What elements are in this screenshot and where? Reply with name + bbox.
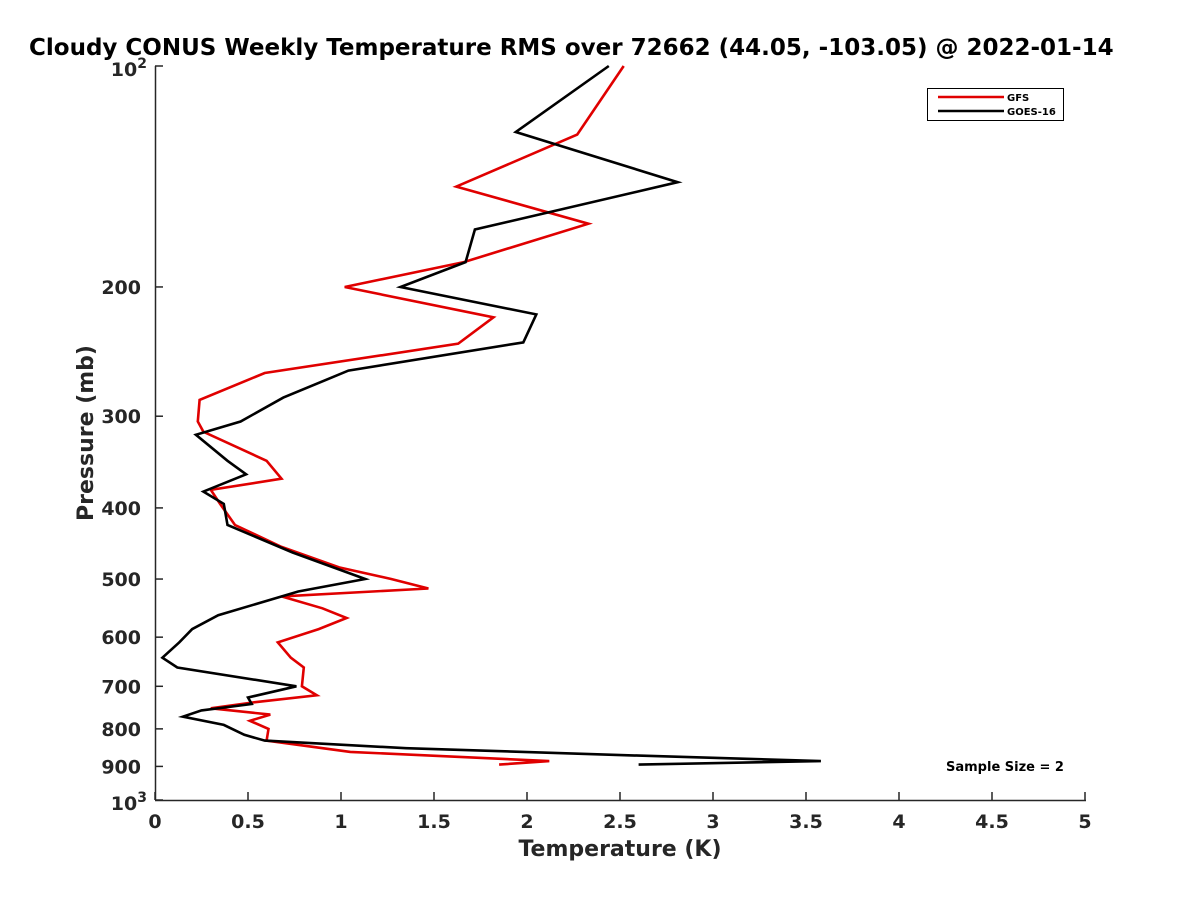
x-tick-label: 5 <box>1078 811 1091 833</box>
x-tick-label: 2.5 <box>603 811 637 833</box>
y-tick-label: 800 <box>101 719 141 741</box>
y-tick-label: 900 <box>101 756 141 778</box>
y-ticks: 200 300 400 500 600 700 800 900 102 103 <box>101 56 163 815</box>
legend: GFS GOES-16 <box>927 88 1064 121</box>
x-axis-label: Temperature (K) <box>518 837 721 862</box>
x-tick-label: 1 <box>334 811 347 833</box>
y-decade-tick-label: 103 <box>111 790 147 815</box>
x-tick-label: 0 <box>148 811 161 833</box>
y-tick-label: 200 <box>101 277 141 299</box>
y-tick-label: 300 <box>101 406 141 428</box>
legend-box <box>927 88 1064 121</box>
x-tick-label: 4 <box>892 811 905 833</box>
legend-label-goes16: GOES-16 <box>1007 107 1056 118</box>
x-tick-label: 4.5 <box>975 811 1009 833</box>
series-line-gfs <box>196 65 625 766</box>
legend-label-gfs: GFS <box>1007 93 1029 104</box>
x-tick-label: 0.5 <box>231 811 265 833</box>
y-decade-tick-label: 102 <box>111 56 147 81</box>
chart-title: Cloudy CONUS Weekly Temperature RMS over… <box>29 35 1114 61</box>
x-tick-label: 2 <box>520 811 533 833</box>
series-layer <box>160 64 821 766</box>
axes-layer <box>154 66 1086 802</box>
y-tick-label: 700 <box>101 676 141 698</box>
x-tick-label: 3 <box>706 811 719 833</box>
series-line-goes16 <box>160 64 821 766</box>
x-ticks: 0 0.5 1 1.5 2 2.5 3 3.5 4 4.5 5 <box>148 792 1092 833</box>
y-axis-label: Pressure (mb) <box>74 345 99 521</box>
y-tick-label: 400 <box>101 498 141 520</box>
y-tick-label: 600 <box>101 627 141 649</box>
x-tick-label: 1.5 <box>417 811 451 833</box>
sample-size-annotation: Sample Size = 2 <box>946 760 1064 775</box>
y-tick-label: 500 <box>101 569 141 591</box>
x-tick-label: 3.5 <box>789 811 823 833</box>
